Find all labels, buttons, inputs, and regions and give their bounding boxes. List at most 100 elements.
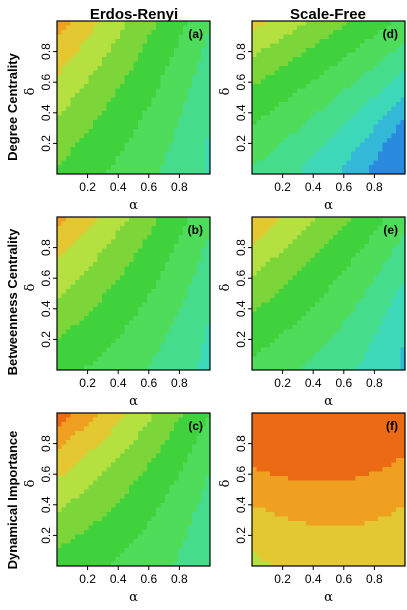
contour-cell xyxy=(84,352,90,358)
contour-cell xyxy=(196,334,202,340)
contour-cell xyxy=(333,39,339,45)
contour-cell xyxy=(97,440,103,446)
contour-cell xyxy=(351,151,357,157)
contour-cell xyxy=(129,142,135,148)
contour-cell xyxy=(138,257,144,263)
contour-cell xyxy=(79,275,85,281)
contour-cell xyxy=(156,512,162,518)
contour-cell xyxy=(174,30,180,36)
contour-cell xyxy=(178,361,184,367)
contour-cell xyxy=(288,57,294,63)
contour-cell xyxy=(120,489,126,495)
contour-cell xyxy=(351,79,357,85)
contour-cell xyxy=(183,39,189,45)
contour-cell xyxy=(79,43,85,49)
contour-cell xyxy=(364,39,370,45)
contour-cell xyxy=(115,266,121,272)
contour-cell xyxy=(169,142,175,148)
contour-cell xyxy=(346,93,352,99)
contour-cell xyxy=(79,280,85,286)
contour-cell xyxy=(79,485,85,491)
contour-cell xyxy=(378,39,384,45)
contour-cell xyxy=(111,156,117,162)
contour-cell xyxy=(201,239,207,245)
contour-cell xyxy=(70,365,76,370)
contour-cell xyxy=(382,48,388,54)
contour-cell xyxy=(169,75,175,81)
contour-cell xyxy=(274,316,280,322)
contour-cell xyxy=(292,57,298,63)
contour-cell xyxy=(165,235,171,241)
contour-cell xyxy=(333,34,339,40)
contour-cell xyxy=(115,352,121,358)
contour-cell xyxy=(124,543,130,549)
contour-cell xyxy=(165,512,171,518)
contour-cell xyxy=(346,61,352,67)
contour-cell xyxy=(274,156,280,162)
contour-cell xyxy=(364,133,370,139)
contour-cell xyxy=(97,79,103,85)
contour-cell xyxy=(138,221,144,227)
contour-cell xyxy=(120,217,126,223)
contour-cell xyxy=(93,329,99,335)
contour-cell xyxy=(88,61,94,67)
contour-cell xyxy=(360,25,366,31)
contour-cell xyxy=(111,244,117,250)
contour-cell xyxy=(120,43,126,49)
contour-cell xyxy=(61,248,67,254)
contour-cell xyxy=(151,440,157,446)
contour-cell xyxy=(97,361,103,367)
contour-cell xyxy=(288,142,294,148)
contour-cell xyxy=(301,124,307,130)
contour-cell xyxy=(265,217,271,223)
contour-cell xyxy=(205,266,210,272)
contour-cell xyxy=(93,111,99,117)
contour-cell xyxy=(261,124,267,130)
contour-cell xyxy=(183,561,189,566)
contour-cell xyxy=(138,84,144,90)
contour-cell xyxy=(133,266,139,272)
contour-cell xyxy=(165,293,171,299)
contour-cell xyxy=(75,57,81,63)
contour-cell xyxy=(201,102,207,108)
contour-cell xyxy=(57,462,63,468)
contour-cell xyxy=(88,453,94,459)
contour-cell xyxy=(142,444,148,450)
contour-cell xyxy=(270,320,276,326)
contour-cell xyxy=(265,343,271,349)
contour-cell xyxy=(174,57,180,63)
contour-cell xyxy=(387,147,393,153)
contour-cell xyxy=(61,39,67,45)
contour-cell xyxy=(256,347,262,353)
contour-cell xyxy=(364,70,370,76)
contour-cell xyxy=(79,266,85,272)
contour-cell xyxy=(201,449,207,455)
contour-cell xyxy=(97,307,103,313)
contour-cell xyxy=(174,230,180,236)
contour-cell xyxy=(165,302,171,308)
contour-cell xyxy=(382,52,388,58)
contour-cell xyxy=(315,169,321,174)
contour-cell xyxy=(79,34,85,40)
contour-cell xyxy=(102,444,108,450)
contour-cell xyxy=(292,84,298,90)
contour-cell xyxy=(201,230,207,236)
contour-cell xyxy=(391,70,397,76)
contour-cell xyxy=(156,169,162,174)
contour-cell xyxy=(124,449,130,455)
contour-cell xyxy=(88,507,94,513)
contour-cell xyxy=(124,302,130,308)
contour-cell xyxy=(183,57,189,63)
contour-cell xyxy=(120,476,126,482)
contour-cell xyxy=(169,293,175,299)
contour-cell xyxy=(328,30,334,36)
contour-cell xyxy=(333,52,339,58)
contour-cell xyxy=(201,431,207,437)
contour-cell xyxy=(120,39,126,45)
contour-cell xyxy=(57,431,63,437)
contour-cell xyxy=(97,298,103,304)
contour-cell xyxy=(270,352,276,358)
contour-cell xyxy=(306,25,312,31)
contour-cell xyxy=(102,530,108,536)
contour-cell xyxy=(187,539,193,545)
